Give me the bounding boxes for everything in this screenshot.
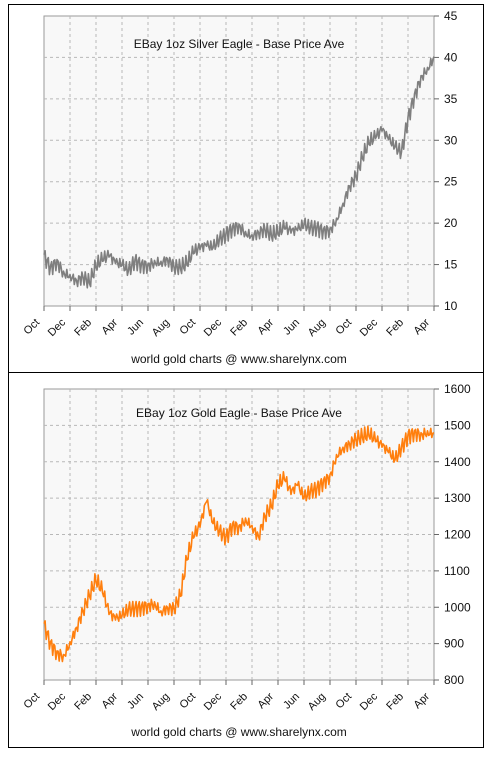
- gold-y-tick-label: 900: [444, 637, 464, 651]
- silver-x-tick-label: Feb: [72, 317, 94, 339]
- gold-x-tick-label: Dec: [202, 690, 225, 713]
- gold-y-tick-label: 1200: [444, 528, 471, 542]
- silver-x-tick-label: Dec: [358, 316, 381, 339]
- silver-y-tick-label: 15: [444, 258, 458, 272]
- gold-x-tick-label: Apr: [412, 690, 433, 711]
- gold-x-tick-label: Jun: [281, 691, 302, 712]
- silver-price-line: [43, 56, 435, 289]
- silver-chart-title: EBay 1oz Silver Eagle - Base Price Ave: [134, 37, 345, 51]
- silver-y-tick-label: 40: [444, 50, 458, 64]
- gold-x-tick-label: Apr: [100, 690, 121, 711]
- silver-y-tick-label: 30: [444, 133, 458, 147]
- silver-y-tick-label: 25: [444, 175, 458, 189]
- silver-x-tick-label: Dec: [202, 316, 225, 339]
- silver-x-tick-label: Oct: [334, 317, 355, 338]
- gold-x-tick-label: Feb: [72, 691, 94, 713]
- silver-y-tick-label: 10: [444, 299, 458, 313]
- gold-x-tick-label: Aug: [306, 691, 328, 713]
- silver-x-tick-label: Apr: [412, 316, 433, 337]
- silver-x-tick-label: Aug: [306, 317, 328, 339]
- silver-x-tick-label: Apr: [256, 316, 277, 337]
- silver-x-tick-label: Feb: [228, 317, 250, 339]
- gold-x-tick-label: Dec: [358, 690, 381, 713]
- gold-y-tick-label: 1500: [444, 418, 471, 432]
- silver-x-tick-label: Oct: [178, 317, 199, 338]
- gold-x-tick-label: Apr: [256, 690, 277, 711]
- gold-y-tick-label: 1000: [444, 600, 471, 614]
- gold-y-tick-label: 1300: [444, 491, 471, 505]
- gold-credit-text: world gold charts @ www.sharelynx.com: [130, 725, 347, 739]
- silver-plot-area: [43, 15, 435, 307]
- silver-x-tick-label: Oct: [22, 317, 43, 338]
- gold-chart-panel: 800 900 1000 1100 1200 1300 1400 1500 1600 Oct Dec…: [8, 372, 484, 748]
- silver-x-tick-label: Jun: [281, 317, 302, 338]
- gold-y-tick-label: 1400: [444, 455, 471, 469]
- silver-x-tick-label: Dec: [46, 316, 69, 339]
- silver-y-tick-label: 35: [444, 92, 458, 106]
- gold-y-tick-label: 1600: [444, 382, 471, 396]
- silver-y-tick-label: 20: [444, 216, 458, 230]
- gold-x-tick-label: Aug: [150, 691, 172, 713]
- gold-y-tick-label: 1100: [444, 564, 470, 578]
- silver-chart-panel: 10 15 20 25 30 35 40 45 Oct Dec Feb Apr Jun Aug Oct Dec…: [8, 4, 484, 372]
- gold-x-tick-label: Oct: [334, 691, 355, 712]
- gold-x-tick-label: Oct: [22, 691, 43, 712]
- gold-chart-title: EBay 1oz Gold Eagle - Base Price Ave: [136, 406, 342, 420]
- gold-y-tick-label: 800: [444, 673, 464, 687]
- gold-x-tick-label: Feb: [228, 691, 250, 713]
- gold-x-tick-label: Dec: [46, 690, 69, 713]
- gold-price-line: [43, 425, 435, 663]
- silver-x-tick-label: Apr: [100, 316, 121, 337]
- gold-x-tick-label: Feb: [384, 691, 406, 713]
- gold-x-tick-label: Jun: [125, 691, 146, 712]
- silver-credit-text: world gold charts @ www.sharelynx.com: [130, 352, 347, 366]
- silver-x-tick-label: Jun: [125, 317, 146, 338]
- silver-x-tick-label: Feb: [384, 317, 406, 339]
- silver-x-tick-label: Aug: [150, 317, 172, 339]
- gold-x-tick-label: Oct: [178, 691, 199, 712]
- silver-y-tick-label: 45: [444, 9, 458, 23]
